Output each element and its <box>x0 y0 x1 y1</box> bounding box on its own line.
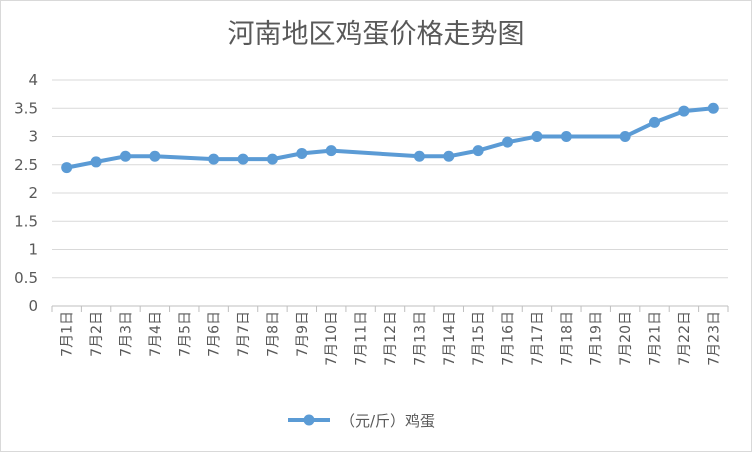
x-tick-label: 7月22日 <box>677 311 693 366</box>
chart-title: 河南地区鸡蛋价格走势图 <box>228 19 525 50</box>
x-tick-label: 7月2日 <box>89 311 105 357</box>
x-tick-label: 7月5日 <box>177 311 193 357</box>
x-tick-label: 7月12日 <box>383 311 399 366</box>
x-tick-label: 7月11日 <box>354 311 370 366</box>
y-tick-label: 2.5 <box>14 156 38 174</box>
x-tick-label: 7月9日 <box>295 311 311 357</box>
x-tick-label: 7月20日 <box>618 311 634 366</box>
data-point <box>296 147 308 159</box>
x-axis <box>51 305 729 312</box>
x-tick-label: 7月6日 <box>207 311 223 357</box>
x-tick-label: 7月18日 <box>559 311 575 366</box>
data-point <box>325 145 337 157</box>
x-tick-label: 7月4日 <box>148 311 164 357</box>
data-point <box>619 131 631 142</box>
data-point <box>90 156 102 168</box>
x-tick-label: 7月8日 <box>265 311 281 357</box>
x-tick-label: 7月10日 <box>324 311 340 366</box>
x-tick-label: 7月1日 <box>60 311 76 357</box>
x-tick-label: 7月15日 <box>471 311 487 366</box>
x-tick-label: 7月16日 <box>501 311 517 366</box>
x-tick-label: 7月7日 <box>236 311 252 357</box>
x-tick-label: 7月19日 <box>589 311 605 366</box>
x-tick-label: 7月14日 <box>442 311 458 366</box>
y-tick-label: 2 <box>28 184 38 202</box>
data-point <box>149 150 161 162</box>
legend: （元/斤）鸡蛋 <box>288 412 435 430</box>
y-tick-label: 1.5 <box>14 212 38 230</box>
data-point <box>119 150 131 162</box>
gridlines <box>52 79 728 279</box>
x-axis-ticks: 7月1日 7月2日 7月3日 7月4日 7月5日 7月6日 7月7日 7月8日 7月9日 7月10… <box>60 311 723 366</box>
y-tick-label: 3 <box>28 128 38 146</box>
legend-marker <box>303 414 315 426</box>
legend-label: （元/斤）鸡蛋 <box>340 412 435 430</box>
x-tick-label: 7月23日 <box>706 311 722 366</box>
y-tick-label: 1 <box>28 241 38 259</box>
y-tick-label: 0.5 <box>14 269 38 287</box>
x-tick-label: 7月21日 <box>648 311 664 366</box>
data-point <box>413 150 425 162</box>
series-line <box>64 106 716 170</box>
series-layer <box>61 102 719 174</box>
y-axis-ticks: 0 0.5 1 1.5 2 2.5 3 3.5 4 <box>14 71 38 315</box>
x-tick-label: 7月13日 <box>412 311 428 366</box>
data-point <box>237 153 249 165</box>
data-point <box>443 150 455 162</box>
data-point <box>266 153 278 165</box>
data-point <box>678 105 690 117</box>
y-tick-label: 4 <box>28 71 38 89</box>
data-point <box>707 102 719 114</box>
data-point <box>208 153 220 165</box>
data-point <box>560 131 572 142</box>
x-tick-label: 7月17日 <box>530 311 546 366</box>
data-point <box>649 116 661 128</box>
y-tick-label: 0 <box>28 297 38 315</box>
y-tick-label: 3.5 <box>14 99 38 117</box>
x-tick-label: 7月3日 <box>118 311 134 357</box>
data-point <box>61 162 73 174</box>
data-point <box>502 136 514 148</box>
data-point <box>531 131 543 142</box>
data-point <box>472 145 484 157</box>
